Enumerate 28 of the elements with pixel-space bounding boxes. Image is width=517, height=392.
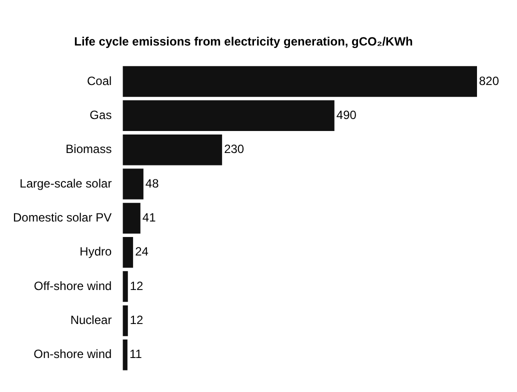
data-label: 41	[142, 210, 156, 225]
bar	[122, 340, 128, 370]
chart-title: Life cycle emissions from electricity generation, gCO₂/KWh	[74, 34, 413, 49]
data-label: 230	[224, 142, 244, 156]
y-tick-label: Coal	[87, 74, 112, 88]
y-tick-label: On-shore wind	[34, 347, 112, 362]
data-label: 12	[130, 313, 144, 328]
y-tick-label: Gas	[90, 108, 112, 122]
bar	[122, 305, 128, 336]
data-label: 11	[129, 347, 142, 362]
data-label: 820	[479, 74, 500, 88]
data-label: 24	[135, 244, 149, 259]
bar	[122, 66, 477, 97]
y-tick-label: Large-scale solar	[20, 176, 112, 190]
bar	[122, 100, 334, 132]
y-tick-label: Nuclear	[70, 313, 112, 328]
y-tick-label: Hydro	[80, 244, 112, 259]
data-label: 48	[145, 176, 160, 190]
y-tick-label: Biomass	[66, 142, 112, 156]
data-label: 490	[336, 108, 357, 122]
bar	[122, 237, 134, 268]
bar	[122, 168, 144, 200]
y-tick-label: Domestic solar PV	[12, 210, 112, 225]
bar	[122, 134, 222, 166]
bar	[122, 202, 140, 234]
y-tick-label: Off-shore wind	[34, 278, 112, 293]
bar	[122, 271, 128, 302]
data-label: 12	[130, 278, 144, 293]
